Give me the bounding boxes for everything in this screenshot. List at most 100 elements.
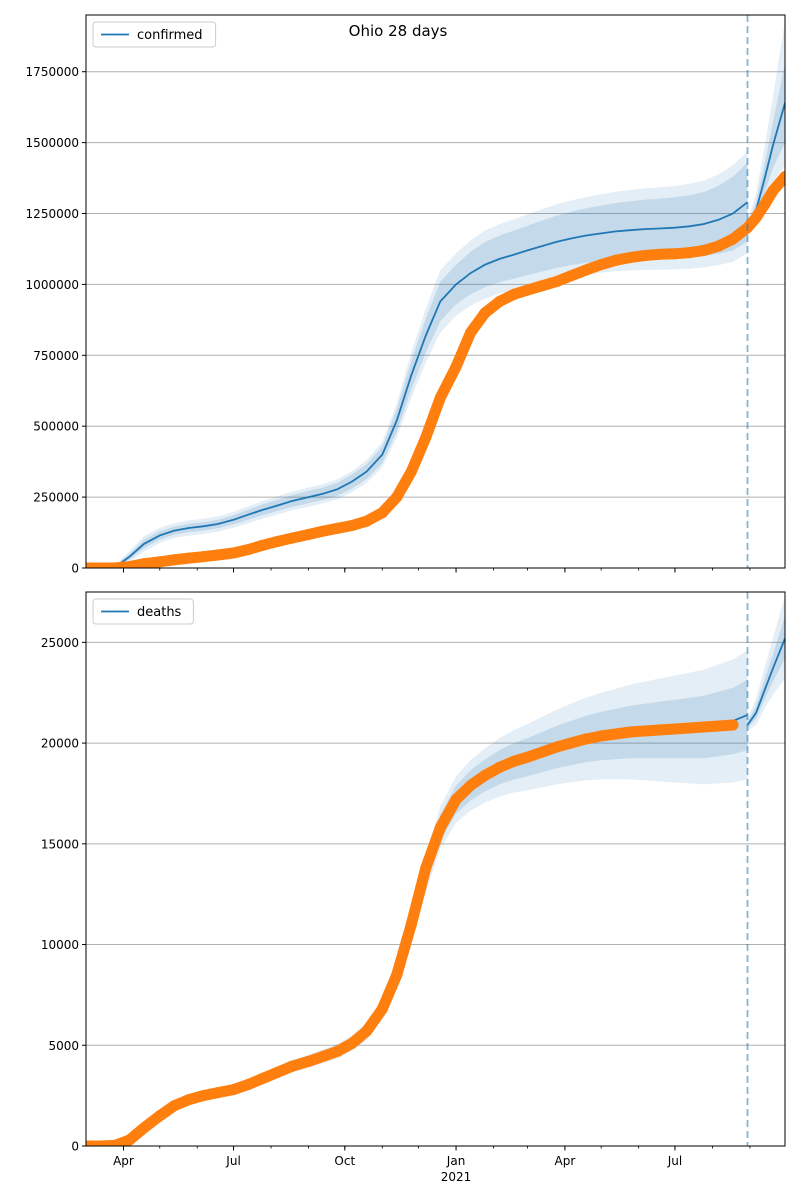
- y-tick-label: 5000: [48, 1039, 79, 1053]
- observed-point: [391, 969, 403, 981]
- observed-point: [212, 549, 224, 561]
- inner-band: [747, 616, 785, 728]
- x-tick-label: Apr: [113, 1154, 134, 1168]
- observed-point: [376, 507, 388, 519]
- observed-point: [639, 249, 651, 261]
- observed-point: [683, 722, 695, 734]
- legend-box: [92, 21, 217, 48]
- observed-point: [610, 728, 622, 740]
- observed-point: [565, 270, 577, 282]
- observed-point: [624, 251, 636, 263]
- observed-point: [303, 1055, 315, 1067]
- y-tick-label: 20000: [41, 737, 79, 751]
- observed-point: [698, 721, 710, 733]
- observed-point: [332, 1045, 344, 1057]
- figure-title: Ohio 28 days: [349, 22, 448, 40]
- observed-point: [494, 761, 506, 773]
- observed-point: [712, 720, 724, 732]
- observed-point: [154, 1110, 166, 1122]
- observed-point: [521, 751, 533, 763]
- observed-point: [610, 254, 622, 266]
- observed-point: [271, 536, 283, 548]
- observed-point: [653, 724, 665, 736]
- observed-point: [420, 432, 432, 444]
- axes-frame: [85, 591, 786, 1147]
- y-tick-label: 0: [71, 1140, 79, 1154]
- observed-point: [758, 199, 770, 211]
- observed-point: [242, 544, 254, 556]
- observed-point: [138, 558, 150, 568]
- y-tick-label: 250000: [33, 491, 79, 505]
- observed-point: [95, 562, 107, 568]
- observed-point: [479, 307, 491, 319]
- observed-point: [521, 284, 533, 296]
- y-tick-label: 15000: [41, 837, 79, 851]
- observed-point: [154, 556, 166, 568]
- y-tick-label: 1250000: [26, 207, 79, 221]
- observed-point: [550, 741, 562, 753]
- observed-point: [303, 529, 315, 541]
- observed-point: [332, 522, 344, 534]
- inner-band: [747, 63, 785, 231]
- observed-point: [508, 288, 520, 300]
- observed-point: [639, 725, 651, 737]
- plot-area: [86, 596, 785, 1146]
- y-tick-label: 500000: [33, 420, 79, 434]
- observed-point: [595, 730, 607, 742]
- observed-point: [286, 1060, 298, 1072]
- observed-point: [579, 264, 591, 276]
- observed-point: [595, 259, 607, 271]
- observed-point: [86, 562, 92, 568]
- observed-point: [124, 561, 136, 568]
- y-tick-label: 25000: [41, 636, 79, 650]
- observed-point: [536, 746, 548, 758]
- observed-point: [727, 719, 739, 731]
- observed-point: [228, 1084, 240, 1096]
- observed-point: [653, 248, 665, 260]
- x-tick-label: Jul: [667, 1154, 682, 1168]
- observed-point: [450, 793, 462, 805]
- observed-point: [420, 862, 432, 874]
- model-line: [86, 201, 749, 568]
- observed-point: [361, 1025, 373, 1037]
- observed-point: [124, 1134, 136, 1146]
- outer-band: [747, 596, 785, 731]
- observed-point: [450, 361, 462, 373]
- observed-point: [361, 515, 373, 527]
- observed-point: [212, 1087, 224, 1099]
- deaths-panel: 0 5000 10000 15000 20000 25000 Apr Jul Oct Jan Apr…: [41, 591, 786, 1184]
- y-tick-label: 750000: [33, 349, 79, 363]
- observed-point: [405, 466, 417, 478]
- observed-point: [565, 737, 577, 749]
- observed-point: [750, 212, 762, 224]
- observed-point: [286, 532, 298, 544]
- observed-point: [317, 1050, 329, 1062]
- observed-point: [727, 233, 739, 245]
- observed-point: [197, 1090, 209, 1102]
- observed-point: [168, 1100, 180, 1112]
- legend-box: [92, 598, 194, 625]
- observed-point: [346, 519, 358, 531]
- y-tick-label: 10000: [41, 938, 79, 952]
- observed-point: [434, 822, 446, 834]
- observed-point: [494, 295, 506, 307]
- observed-point: [669, 248, 681, 260]
- observed-point: [183, 1094, 195, 1106]
- x-tick-label: Jul: [225, 1154, 240, 1168]
- observed-point: [698, 244, 710, 256]
- observed-point: [391, 491, 403, 503]
- observed-point: [95, 1140, 107, 1146]
- legend-label: deaths: [137, 605, 182, 620]
- observed-point: [271, 1066, 283, 1078]
- observed-point: [86, 1140, 92, 1146]
- observed-point: [669, 723, 681, 735]
- observed-point: [712, 240, 724, 252]
- observed-point: [183, 552, 195, 564]
- observed-line: [86, 719, 739, 1146]
- observed-point: [138, 1122, 150, 1134]
- observed-point: [465, 327, 477, 339]
- observed-point: [579, 733, 591, 745]
- observed-point: [536, 280, 548, 292]
- inner-band: [86, 162, 748, 568]
